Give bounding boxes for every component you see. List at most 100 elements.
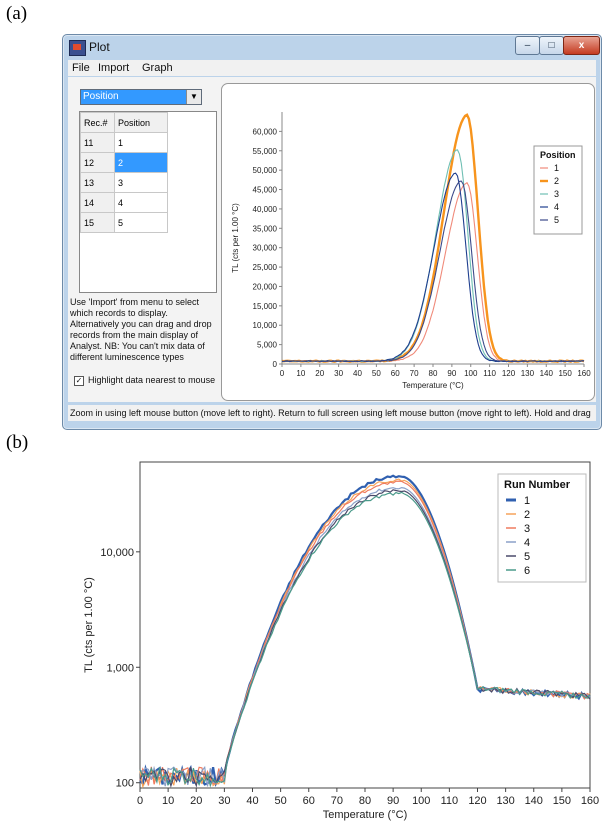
plot-area[interactable]: 0 10 20 30 40 50 60 70 80 90 100 110 120 130 140 150 160…: [221, 83, 595, 401]
y-tick-label: 0: [273, 360, 278, 369]
table-row-selected[interactable]: 12 2: [80, 152, 168, 173]
legend-label: 5: [554, 215, 559, 225]
minimize-button[interactable]: –: [515, 36, 540, 55]
x-tick-label: 80: [359, 795, 371, 807]
menu-graph[interactable]: Graph: [142, 62, 173, 74]
legend-label: 4: [524, 537, 530, 549]
row-position: 1: [114, 132, 168, 153]
chart-a[interactable]: 0 10 20 30 40 50 60 70 80 90 100 110 120 130 140 150 160…: [222, 84, 594, 400]
legend-label: 2: [554, 176, 559, 186]
x-tick-label: 80: [429, 369, 438, 378]
y-tick-label: 50,000: [253, 166, 278, 175]
table-row[interactable]: 13 3: [80, 172, 168, 193]
table-row[interactable]: 14 4: [80, 192, 168, 213]
dropdown-value: Position: [83, 91, 119, 102]
y-tick-label: 15,000: [253, 302, 278, 311]
x-tick-label: 20: [190, 795, 202, 807]
left-pane: Position ▼ Rec.# Position 11 1 12 2 13 3 14…: [68, 77, 219, 402]
x-tick-label: 100: [412, 795, 430, 807]
row-position: 2: [114, 152, 168, 173]
table-row[interactable]: 11 1: [80, 132, 168, 153]
window-title: Plot: [89, 40, 110, 54]
highlight-checkbox-label: Highlight data nearest to mouse: [88, 375, 216, 385]
menu-file[interactable]: File: [72, 62, 90, 74]
column-header-position[interactable]: Position: [114, 112, 168, 133]
x-tick-label: 160: [581, 795, 599, 807]
help-text: Use 'Import' from menu to select which r…: [70, 297, 212, 362]
panel-label-b: (b): [6, 432, 29, 453]
legend-label: 3: [524, 523, 530, 535]
y-tick-label: 60,000: [253, 127, 278, 136]
legend-label: 2: [524, 509, 530, 521]
x-tick-label: 30: [218, 795, 230, 807]
y-tick-label: 30,000: [253, 244, 278, 253]
plot-window: Plot – □ x File Import Graph Position ▼ …: [62, 34, 602, 430]
y-tick-label: 55,000: [253, 147, 278, 156]
x-tick-label: 150: [558, 369, 572, 378]
x-axis-title: Temperature (°C): [323, 809, 407, 821]
y-tick-label: 1,000: [106, 662, 134, 674]
app-icon: [69, 40, 86, 56]
row-rec: 15: [80, 212, 115, 233]
row-rec: 11: [80, 132, 115, 153]
y-tick-label: 40,000: [253, 205, 278, 214]
status-bar: Zoom in using left mouse button (move le…: [68, 405, 596, 421]
y-tick-label: 45,000: [253, 186, 278, 195]
x-tick-label: 60: [391, 369, 400, 378]
x-tick-label: 10: [296, 369, 305, 378]
x-tick-label: 120: [502, 369, 516, 378]
y-tick-label: 5,000: [257, 341, 278, 350]
grouping-dropdown[interactable]: Position ▼: [80, 89, 202, 105]
x-tick-label: 60: [303, 795, 315, 807]
y-axis-title: TL (cts per 1.00 °C): [83, 577, 95, 673]
column-header-rec[interactable]: Rec.#: [80, 112, 115, 133]
series-line-5: [281, 180, 585, 363]
legend-title: Run Number: [504, 479, 571, 491]
x-tick-label: 90: [387, 795, 399, 807]
y-tick-label: 10,000: [253, 321, 278, 330]
menu-import[interactable]: Import: [98, 62, 130, 74]
panel-label-a: (a): [6, 3, 28, 24]
legend-label: 4: [554, 202, 559, 212]
y-tick-label: 25,000: [253, 263, 278, 272]
x-tick-label: 40: [353, 369, 362, 378]
x-tick-label: 140: [525, 795, 543, 807]
close-button[interactable]: x: [563, 36, 600, 55]
x-tick-label: 140: [540, 369, 554, 378]
legend-label: 5: [524, 551, 530, 563]
legend-title: Position: [540, 150, 576, 160]
legend-label: 1: [524, 495, 530, 507]
x-tick-label: 110: [483, 369, 496, 378]
x-tick-label: 20: [315, 369, 324, 378]
x-tick-label: 160: [577, 369, 591, 378]
row-rec: 14: [80, 192, 115, 213]
x-tick-label: 50: [275, 795, 287, 807]
highlight-checkbox[interactable]: ✓: [74, 375, 84, 386]
x-tick-label: 50: [372, 369, 381, 378]
table-row[interactable]: 15 5: [80, 212, 168, 233]
chart-b: 0 10 20 30 40 50 60 70 80 90 100 110 120 130 140 150 160…: [83, 461, 599, 821]
title-bar[interactable]: Plot – □ x: [63, 35, 601, 60]
menu-bar: File Import Graph: [68, 60, 596, 76]
x-axis-title: Temperature (°C): [402, 381, 464, 390]
row-position: 4: [114, 192, 168, 213]
row-position: 3: [114, 172, 168, 193]
x-tick-label: 110: [441, 795, 459, 807]
x-tick-label: 0: [280, 369, 285, 378]
y-axis-title: TL (cts per 1.00 °C): [231, 203, 240, 273]
chevron-down-icon[interactable]: ▼: [186, 90, 201, 104]
highlight-option[interactable]: ✓ Highlight data nearest to mouse: [74, 375, 215, 386]
legend-label: 6: [524, 565, 530, 577]
y-tick-label: 100: [116, 778, 134, 790]
x-tick-label: 130: [496, 795, 514, 807]
window-content: Position ▼ Rec.# Position 11 1 12 2 13 3 14…: [68, 77, 596, 402]
maximize-button[interactable]: □: [539, 36, 564, 55]
x-tick-label: 150: [553, 795, 571, 807]
legend-label: 1: [554, 163, 559, 173]
legend-box: [533, 145, 583, 235]
x-tick-label: 70: [331, 795, 343, 807]
series-line-6: [139, 491, 591, 788]
legend-label: 3: [554, 189, 559, 199]
y-tick-label: 20,000: [253, 282, 278, 291]
x-tick-label: 130: [521, 369, 535, 378]
